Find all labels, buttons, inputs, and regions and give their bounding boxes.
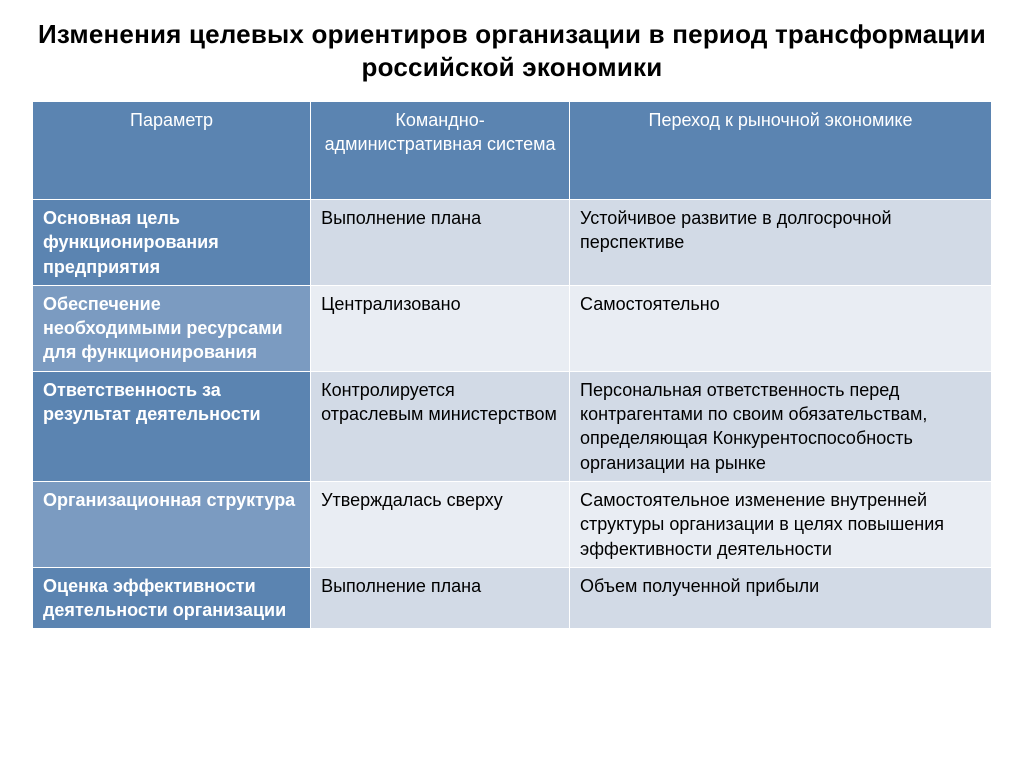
col-header-param: Параметр	[33, 102, 311, 200]
table-header-row: Параметр Командно-административная систе…	[33, 102, 992, 200]
table-row: Основная цель функционирования предприят…	[33, 200, 992, 286]
table-row: Обеспечение необходимыми ресурсами для ф…	[33, 285, 992, 371]
cell-value: Контролируется отраслевым министерством	[311, 371, 570, 481]
table-row: Оценка эффективности деятельности органи…	[33, 567, 992, 629]
cell-value: Утверждалась сверху	[311, 481, 570, 567]
cell-value: Самостоятельно	[570, 285, 992, 371]
comparison-table: Параметр Командно-административная систе…	[32, 101, 992, 629]
col-header-system1: Командно-административная система	[311, 102, 570, 200]
cell-value: Выполнение плана	[311, 567, 570, 629]
cell-value: Самостоятельное изменение внутренней стр…	[570, 481, 992, 567]
cell-param: Основная цель функционирования предприят…	[33, 200, 311, 286]
table-row: Ответственность за результат деятельност…	[33, 371, 992, 481]
col-header-system2: Переход к рыночной экономике	[570, 102, 992, 200]
cell-value: Выполнение плана	[311, 200, 570, 286]
cell-param: Оценка эффективности деятельности органи…	[33, 567, 311, 629]
cell-param: Ответственность за результат деятельност…	[33, 371, 311, 481]
cell-param: Обеспечение необходимыми ресурсами для ф…	[33, 285, 311, 371]
cell-value: Объем полученной прибыли	[570, 567, 992, 629]
cell-value: Централизовано	[311, 285, 570, 371]
page-title: Изменения целевых ориентиров организации…	[32, 18, 992, 83]
cell-value: Персональная ответственность перед контр…	[570, 371, 992, 481]
cell-value: Устойчивое развитие в долгосрочной персп…	[570, 200, 992, 286]
table-row: Организационная структура Утверждалась с…	[33, 481, 992, 567]
cell-param: Организационная структура	[33, 481, 311, 567]
